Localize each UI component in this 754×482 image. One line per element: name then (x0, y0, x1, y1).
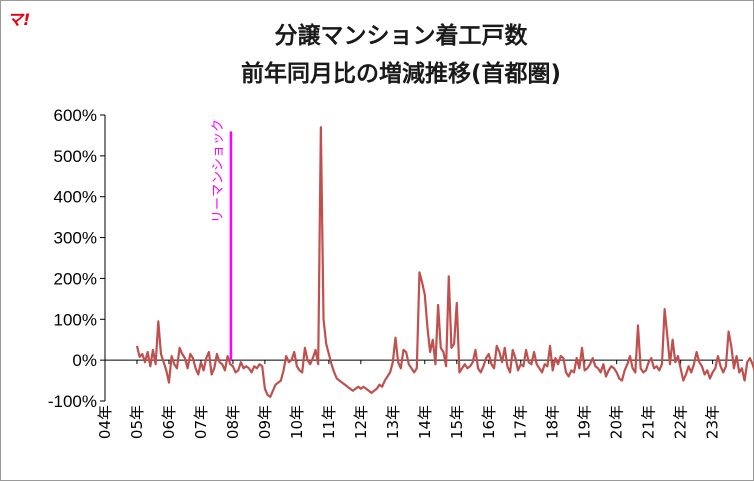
x-tick-label: 14年 (416, 405, 434, 439)
x-tick-label: 17年 (512, 405, 530, 439)
x-tick-label: 08年 (224, 405, 242, 439)
x-tick-label: 06年 (160, 405, 178, 439)
x-tick-label: 15年 (448, 405, 466, 439)
y-tick-label: 300% (54, 229, 97, 248)
annotation-label: リーマンショック (211, 119, 226, 223)
x-tick-label: 20年 (608, 405, 626, 439)
chart-title-line-2: 前年同月比の増減推移(首都圏) (241, 60, 561, 87)
x-tick-label: 11年 (320, 405, 338, 439)
x-tick-label: 10年 (288, 405, 306, 439)
x-tick-label: 16年 (480, 405, 498, 439)
y-tick-label: -100% (48, 392, 97, 411)
x-tick-label: 05年 (128, 405, 146, 439)
x-tick-label: 07年 (192, 405, 210, 439)
x-tick-label: 19年 (576, 405, 594, 439)
x-tick-label: 22年 (672, 405, 690, 439)
y-tick-label: 500% (54, 147, 97, 166)
x-tick-label: 04年 (96, 405, 114, 439)
y-tick-label: 600% (54, 106, 97, 125)
plot-area: 600% 500% 400% 300% 200% 100% 0% -100%04年 05年 06年… (48, 106, 754, 439)
x-tick-label: 09年 (256, 405, 274, 439)
x-tick-label: 21年 (640, 405, 658, 439)
series-line (135, 126, 754, 399)
x-tick-label: 13年 (384, 405, 402, 439)
x-tick-label: 12年 (352, 405, 370, 439)
y-tick-label: 400% (54, 188, 97, 207)
logo-mark: マ! (7, 10, 30, 29)
x-tick-label: 18年 (544, 405, 562, 439)
chart-title-line-1: 分譲マンション着工戸数 (275, 22, 529, 49)
x-tick-label: 23年 (704, 405, 722, 439)
y-tick-label: 200% (54, 269, 97, 288)
y-tick-label: 0% (72, 351, 97, 370)
y-tick-label: 100% (54, 310, 97, 329)
